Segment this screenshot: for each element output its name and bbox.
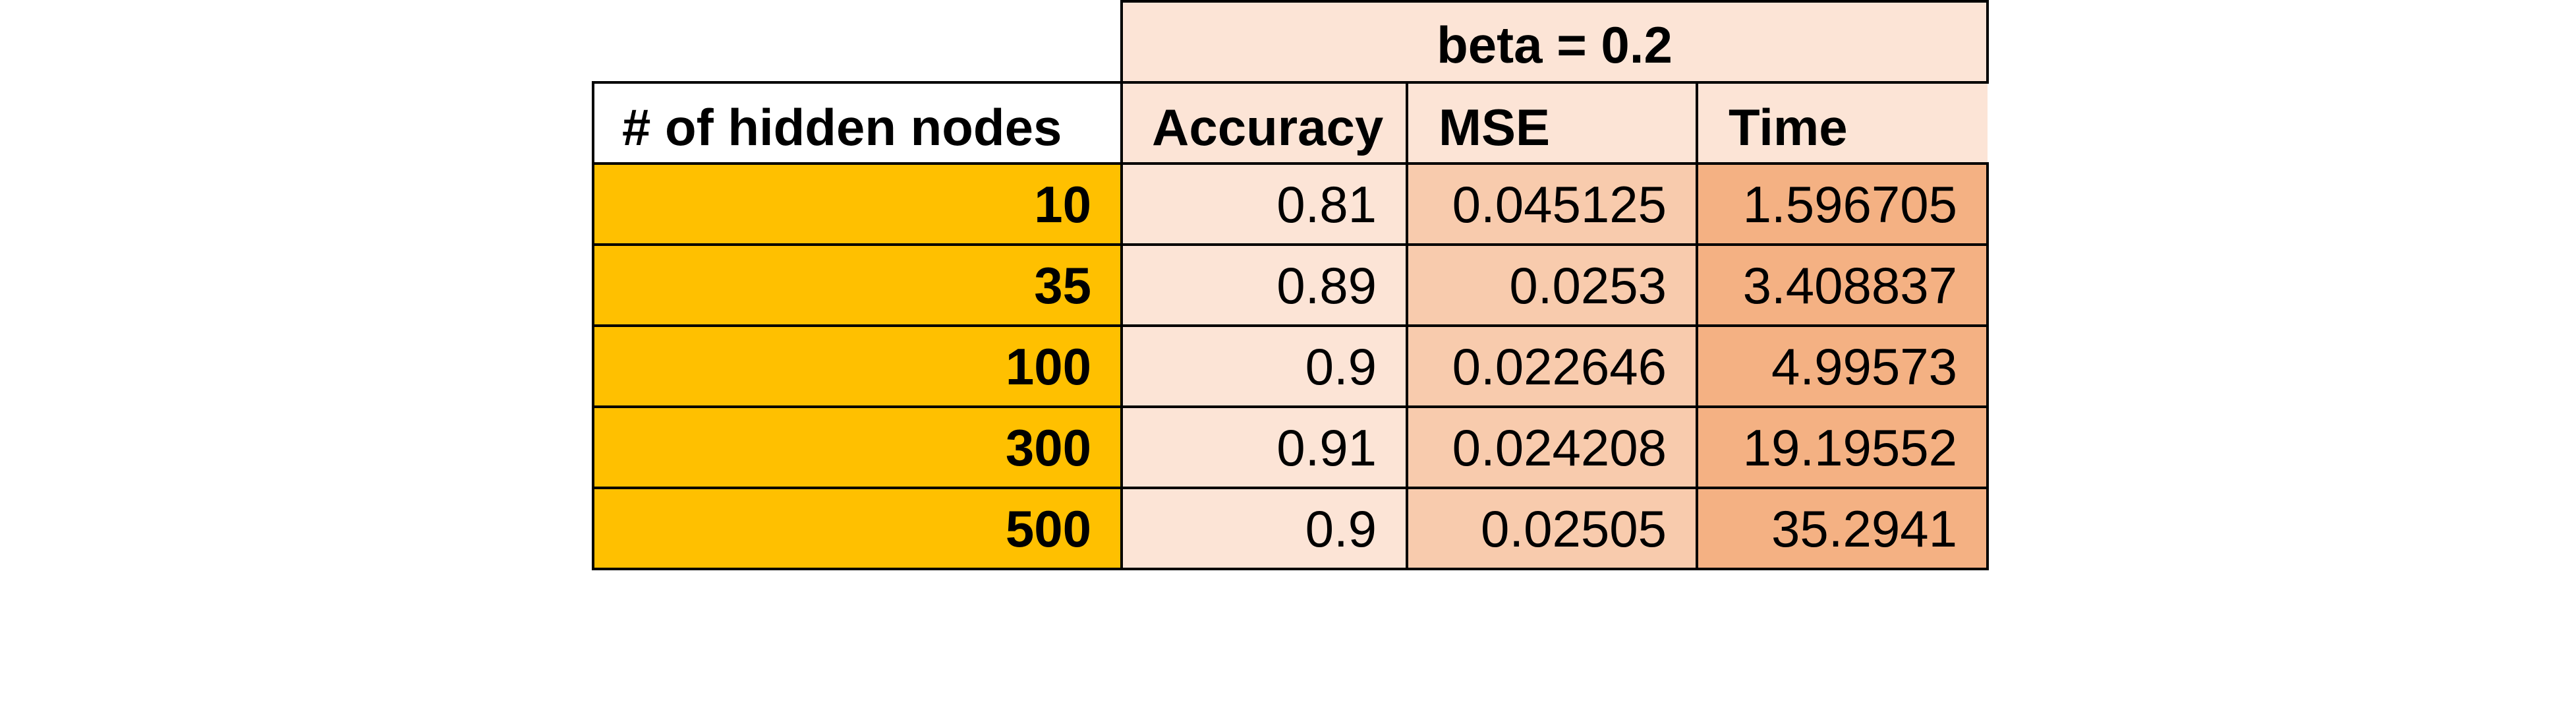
time-cell: 3.408837 xyxy=(1696,243,1989,327)
results-table-container: beta = 0.2 # of hidden nodes Accuracy MS… xyxy=(592,0,1989,570)
hidden-nodes-cell: 500 xyxy=(592,487,1123,570)
accuracy-cell: 0.9 xyxy=(1120,324,1408,408)
mse-cell: 0.045125 xyxy=(1406,162,1698,246)
column-header-row: # of hidden nodes Accuracy MSE Time xyxy=(592,81,1988,165)
hidden-nodes-cell: 300 xyxy=(592,405,1123,489)
column-header-accuracy: Accuracy xyxy=(1120,81,1408,165)
accuracy-cell: 0.91 xyxy=(1120,405,1408,489)
mse-cell: 0.022646 xyxy=(1406,324,1698,408)
accuracy-cell: 0.9 xyxy=(1120,487,1408,570)
accuracy-cell: 0.81 xyxy=(1120,162,1408,246)
results-table: beta = 0.2 # of hidden nodes Accuracy MS… xyxy=(592,0,1989,570)
hidden-nodes-cell: 10 xyxy=(592,162,1123,246)
group-header-beta: beta = 0.2 xyxy=(1120,0,1989,82)
group-header-row: beta = 0.2 xyxy=(593,0,1989,82)
time-cell: 35.2941 xyxy=(1696,487,1989,570)
time-cell: 1.596705 xyxy=(1696,162,1989,246)
column-header-mse: MSE xyxy=(1406,81,1698,165)
time-cell: 19.19552 xyxy=(1696,405,1989,489)
top-left-empty-cell xyxy=(593,1,1122,82)
hidden-nodes-cell: 35 xyxy=(592,243,1123,327)
mse-cell: 0.0253 xyxy=(1406,243,1698,327)
mse-cell: 0.02505 xyxy=(1406,487,1698,570)
table-row: 10 0.81 0.045125 1.596705 xyxy=(592,162,1989,246)
table-row: 500 0.9 0.02505 35.2941 xyxy=(592,487,1989,570)
time-cell: 4.99573 xyxy=(1696,324,1989,408)
table-row: 35 0.89 0.0253 3.408837 xyxy=(592,243,1989,327)
mse-cell: 0.024208 xyxy=(1406,405,1698,489)
hidden-nodes-cell: 100 xyxy=(592,324,1123,408)
accuracy-cell: 0.89 xyxy=(1120,243,1408,327)
table-row: 300 0.91 0.024208 19.19552 xyxy=(592,405,1989,489)
column-header-time: Time xyxy=(1696,81,1988,165)
table-row: 100 0.9 0.022646 4.99573 xyxy=(592,324,1989,408)
column-header-hidden-nodes: # of hidden nodes xyxy=(592,81,1123,165)
